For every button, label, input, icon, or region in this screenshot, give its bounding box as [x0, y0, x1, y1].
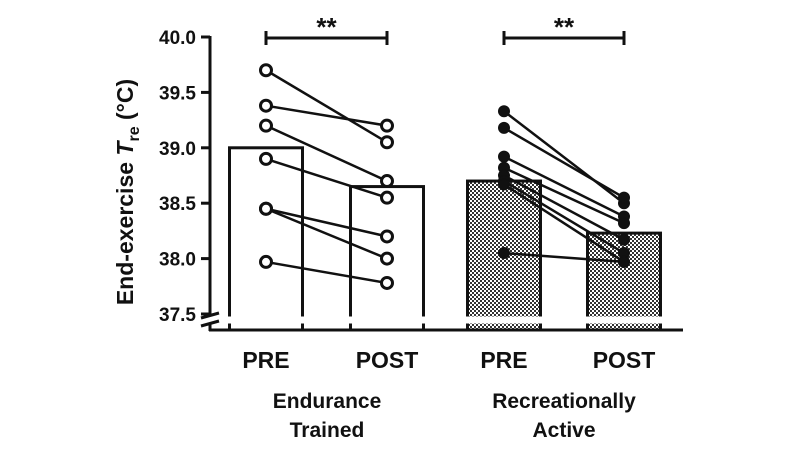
significance-label-0: ** — [316, 12, 337, 42]
data-point-pre-0-0 — [259, 63, 273, 78]
data-point-pre-1-2 — [498, 150, 510, 163]
category-label-post-endurance: POST — [356, 347, 419, 373]
data-point-post-0-1 — [380, 118, 394, 133]
paired-line-0-0 — [265, 69, 388, 144]
y-tick-label-2: 38.5 — [159, 194, 196, 215]
y-axis-title-unit: (°C) — [112, 79, 138, 127]
y-tick-label-1: 38.0 — [159, 250, 196, 271]
paired-line-0-6 — [265, 260, 388, 285]
data-point-pre-1-0 — [498, 105, 510, 118]
significance-label-1: ** — [554, 12, 575, 42]
y-ticks: 37.5 38.0 38.5 39.0 39.5 40.0 — [159, 28, 210, 326]
group-label-active-line1: Recreationally — [492, 390, 636, 413]
y-axis-title-symbol: T — [112, 140, 138, 156]
data-point-pre-0-1 — [259, 98, 273, 113]
paired-lines-layer — [265, 69, 625, 285]
bar-endurance-pre — [228, 146, 304, 332]
y-tick-label-0: 37.5 — [159, 305, 196, 326]
paired-line-1-4 — [503, 174, 625, 241]
category-label-post-active: POST — [593, 347, 656, 373]
y-tick-label-3: 39.0 — [159, 139, 196, 160]
data-point-pre-0-5 — [259, 201, 273, 216]
y-axis — [200, 36, 683, 332]
data-point-post-0-3 — [380, 190, 394, 205]
bar-break-gap-0-1 — [346, 316, 428, 324]
y-axis-title: End-exercise Tre (°C) — [112, 79, 143, 305]
data-points-layer — [259, 63, 630, 290]
category-label-pre-active: PRE — [480, 347, 527, 373]
bar-break-gap-0-0 — [225, 316, 307, 324]
paired-line-1-7 — [503, 251, 625, 264]
data-point-post-0-4 — [380, 229, 394, 244]
data-point-pre-1-7 — [498, 247, 510, 260]
paired-line-0-1 — [265, 104, 388, 127]
data-point-pre-1-6 — [498, 178, 510, 191]
paired-line-0-4 — [265, 207, 388, 238]
paired-line-0-5 — [265, 207, 388, 260]
data-point-post-1-4 — [618, 233, 630, 246]
axis-break-mark-2 — [200, 319, 220, 328]
y-axis-title-subscript: re — [126, 126, 143, 141]
data-point-pre-1-1 — [498, 121, 510, 134]
data-point-post-0-5 — [380, 251, 394, 266]
y-tick-label-4: 39.5 — [159, 83, 196, 104]
category-label-pre-endurance: PRE — [242, 347, 289, 373]
significance-brackets: ** ** — [264, 12, 626, 45]
bar-break-gap-1-0 — [463, 316, 545, 324]
paired-line-1-0 — [503, 110, 625, 205]
bar-break-gap-1-1 — [583, 316, 665, 324]
data-point-post-1-7 — [618, 255, 630, 268]
data-point-pre-0-6 — [259, 254, 273, 269]
data-point-post-1-1 — [618, 191, 630, 204]
data-point-post-0-0 — [380, 135, 394, 150]
paired-line-1-1 — [503, 126, 625, 199]
group-label-active-line2: Active — [532, 419, 595, 442]
data-point-pre-0-3 — [259, 151, 273, 166]
data-point-pre-0-2 — [259, 118, 273, 133]
paired-line-1-2 — [503, 155, 625, 218]
y-axis-title-main: End-exercise — [112, 156, 138, 306]
data-point-post-0-2 — [380, 174, 394, 189]
paired-line-0-3 — [265, 157, 388, 199]
data-point-post-0-6 — [380, 275, 394, 290]
group-label-endurance-line2: Trained — [290, 419, 365, 442]
group-label-endurance-line1: Endurance — [273, 390, 382, 413]
data-point-post-1-3 — [618, 217, 630, 230]
paired-line-0-2 — [265, 124, 388, 183]
paired-line-1-5 — [503, 179, 625, 255]
bars-layer — [225, 146, 665, 332]
paired-line-1-3 — [503, 166, 625, 225]
y-tick-label-5: 40.0 — [159, 28, 196, 49]
paired-line-1-6 — [503, 183, 625, 263]
